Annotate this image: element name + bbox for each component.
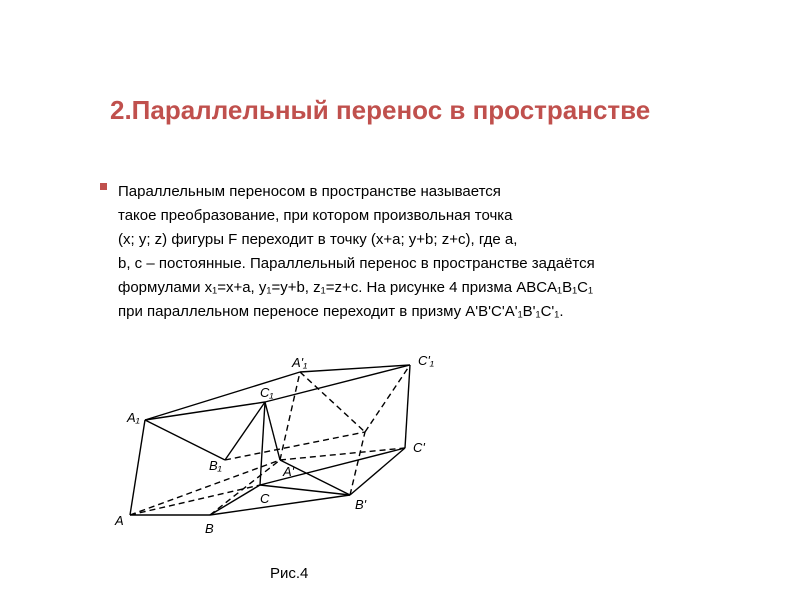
para-3: (x; y; z) фигуры F переходит в точку (x+…: [118, 228, 758, 252]
prism-diagram: A B C A₁ B₁ C₁ A' B' C' A'₁ C'₁: [110, 340, 470, 570]
svg-text:C': C': [413, 440, 425, 455]
para-1: Параллельным переносом в пространстве на…: [118, 180, 758, 204]
para-2: такое преобразование, при котором произв…: [118, 204, 758, 228]
svg-text:A': A': [282, 464, 295, 479]
svg-text:A: A: [114, 513, 124, 528]
svg-text:C₁: C₁: [260, 385, 274, 400]
svg-text:B: B: [205, 521, 214, 536]
svg-text:A₁: A₁: [126, 410, 140, 425]
svg-text:A'₁: A'₁: [291, 355, 307, 370]
svg-text:B': B': [355, 497, 367, 512]
para-6: при параллельном переносе переходит в пр…: [118, 300, 758, 324]
svg-text:B₁: B₁: [209, 458, 222, 473]
svg-text:C: C: [260, 491, 270, 506]
figure-caption: Рис.4: [270, 565, 308, 582]
body-text: Параллельным переносом в пространстве на…: [118, 180, 758, 324]
svg-text:C'₁: C'₁: [418, 353, 434, 368]
bullet-marker: [100, 183, 107, 190]
slide-title: 2.Параллельный перенос в пространстве: [110, 95, 650, 126]
para-5: формулами x₁=x+a, y₁=y+b, z₁=z+c. На рис…: [118, 276, 758, 300]
para-4: b, c – постоянные. Параллельный перенос …: [118, 252, 758, 276]
